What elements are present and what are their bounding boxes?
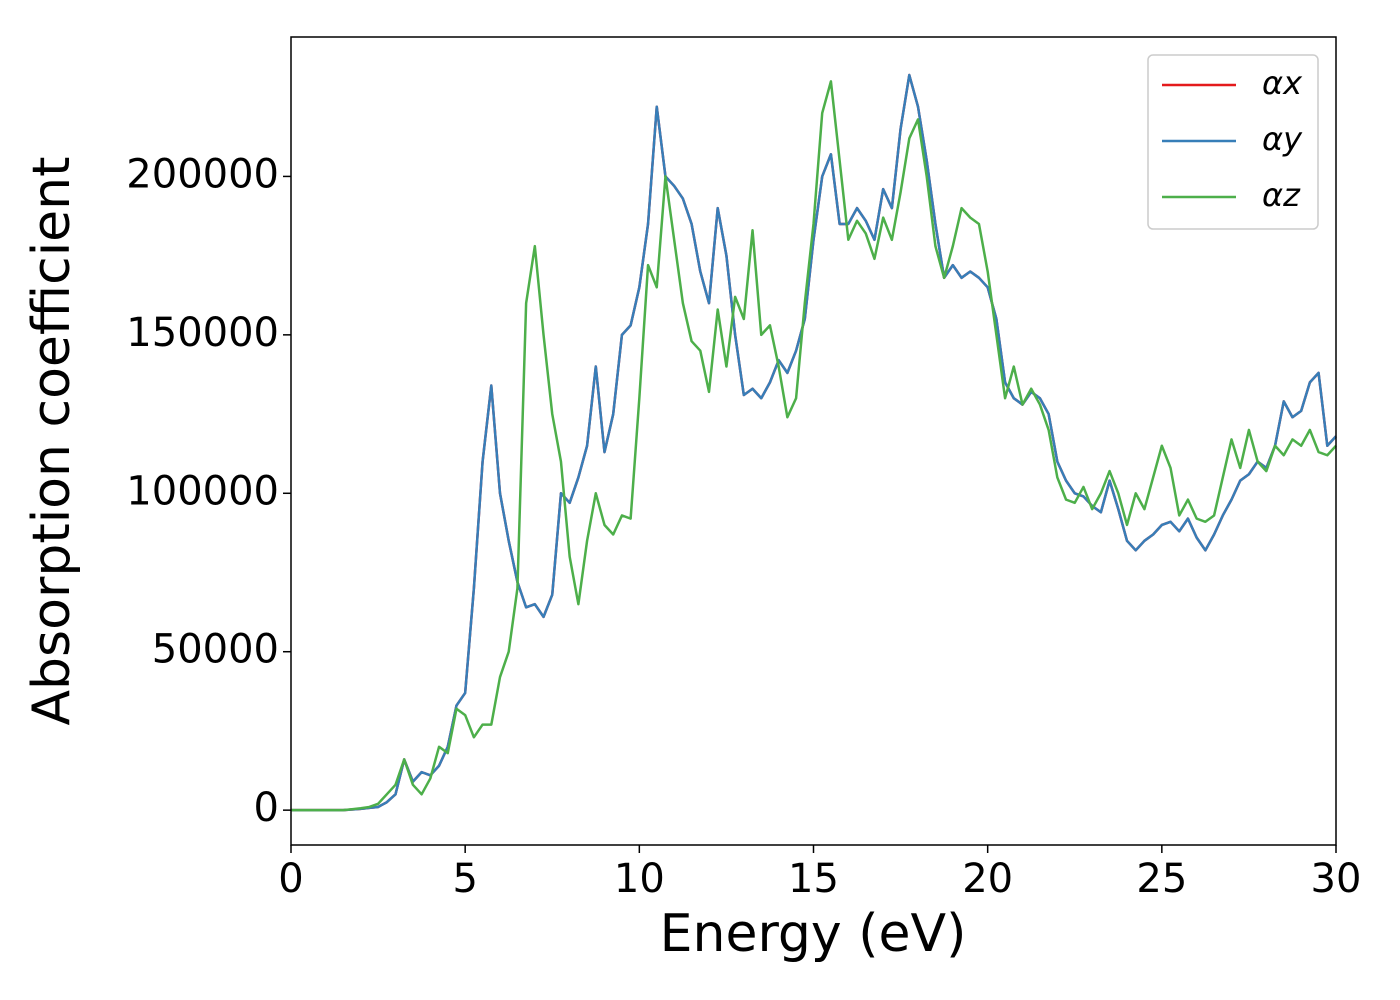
- y-tick-label: 200000: [126, 151, 279, 197]
- x-tick-label: 25: [1136, 856, 1187, 902]
- series-line: [291, 73, 1337, 812]
- y-tick-label: 0: [254, 785, 279, 831]
- x-tick-label: 30: [1311, 856, 1362, 902]
- x-tick-label: 0: [278, 856, 303, 902]
- y-tick-label: 150000: [126, 310, 279, 356]
- series-line: [291, 80, 1337, 812]
- plot-frame: [290, 36, 1337, 846]
- y-axis-label: Absorption coefficient: [22, 156, 82, 725]
- x-tick-label: 15: [788, 856, 839, 902]
- legend-label: αz: [1262, 176, 1301, 214]
- x-tick-label: 5: [452, 856, 477, 902]
- x-tick-label: 20: [962, 856, 1013, 902]
- x-axis-label: Energy (eV): [660, 904, 967, 964]
- legend-label: αy: [1262, 120, 1303, 158]
- y-tick-label: 50000: [152, 627, 279, 673]
- y-tick-label: 100000: [126, 468, 279, 514]
- x-tick-label: 10: [614, 856, 665, 902]
- legend-label: αx: [1262, 64, 1303, 102]
